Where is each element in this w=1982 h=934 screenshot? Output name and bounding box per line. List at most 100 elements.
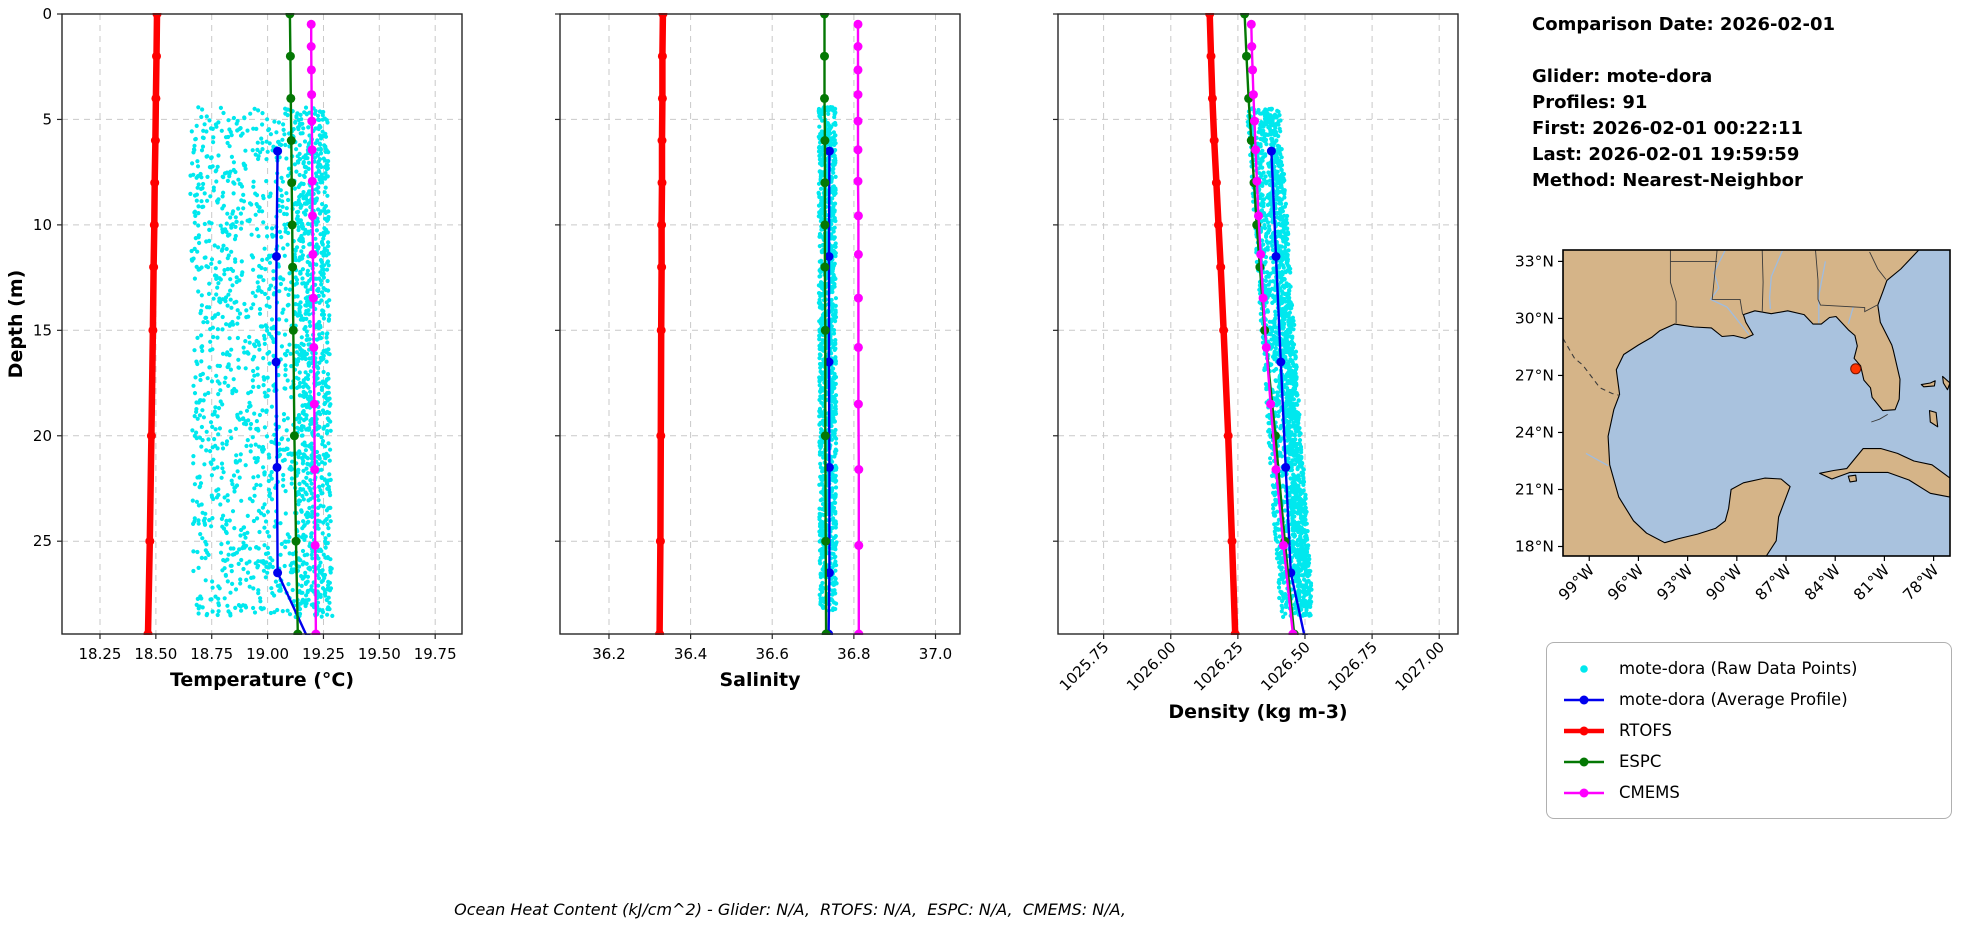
y-tick-label: 25 xyxy=(33,532,52,550)
map-svg: 99°W 96°W 93°W 90°W 87°W 84°W 81°W 78°W 18°N 21°N… xyxy=(1515,249,1951,604)
temperature-profile-chart: 18.25 18.50 18.75 19.00 19.25 19.50 19.75 0 5 10 1… xyxy=(4,5,476,750)
state-border-line xyxy=(1761,250,1764,313)
land-polygon xyxy=(1819,448,1950,498)
land-polygon xyxy=(1563,250,1920,556)
map-x-tick-label: 90°W xyxy=(1703,561,1746,604)
x-tick-label: 1026.50 xyxy=(1257,638,1314,695)
density-profile-svg: 1025.75 1026.00 1026.25 1026.50 1026.75 1027.… xyxy=(1053,13,1459,723)
legend-marker-cmems-icon xyxy=(1564,788,1604,797)
plot-area xyxy=(1205,13,1314,635)
legend-label: mote-dora (Raw Data Points) xyxy=(1619,659,1858,678)
river-line xyxy=(1818,261,1827,324)
map-y-tick-label: 21°N xyxy=(1515,480,1554,498)
map-y-tick-label: 30°N xyxy=(1515,309,1554,327)
map-y-tick-label: 27°N xyxy=(1515,366,1554,384)
legend-item-average-profile: mote-dora (Average Profile) xyxy=(1561,684,1937,715)
glider-location-marker xyxy=(1850,363,1862,375)
y-tick-label: 0 xyxy=(42,5,52,23)
legend-marker-rtofs-icon xyxy=(1564,726,1604,735)
map-x-tick-label: 96°W xyxy=(1604,561,1647,604)
first-profile-text: First: 2026-02-01 00:22:11 xyxy=(1532,118,1804,139)
x-tick-label: 1025.75 xyxy=(1056,638,1113,695)
glider-name-text: Glider: mote-dora xyxy=(1532,66,1713,87)
land-polygon xyxy=(1920,380,1936,388)
x-tick-label: 36.2 xyxy=(592,645,625,663)
y-tick-label: 15 xyxy=(33,321,52,339)
y-tick-label: 20 xyxy=(33,427,52,445)
axes: 18.25 18.50 18.75 19.00 19.25 19.50 19.75 0 5 10 1… xyxy=(5,5,463,691)
legend-item-espc: ESPC xyxy=(1561,746,1937,777)
state-border-line xyxy=(1711,250,1744,315)
gridlines xyxy=(62,13,462,634)
map-x-tick-label: 93°W xyxy=(1653,561,1696,604)
land-polygon xyxy=(1928,410,1939,428)
state-border-line xyxy=(1669,250,1677,324)
legend-item-rtofs: RTOFS xyxy=(1561,715,1937,746)
salinity-profile-chart: 36.2 36.4 36.6 36.8 37.0 Salinity xyxy=(538,5,974,750)
x-tick-label: 36.8 xyxy=(837,645,870,663)
salinity-profile-svg: 36.2 36.4 36.6 36.8 37.0 Salinity xyxy=(555,13,961,691)
mote-dora-average-profile-line xyxy=(1270,151,1306,635)
x-tick-label: 1027.00 xyxy=(1391,638,1448,695)
x-tick-label: 19.25 xyxy=(302,645,345,663)
map-x-tick-label: 84°W xyxy=(1801,561,1844,604)
legend-marker-average-profile-icon xyxy=(1564,695,1604,704)
x-tick-label: 19.75 xyxy=(414,645,457,663)
x-tick-label: 1026.75 xyxy=(1324,638,1381,695)
map-y-tick-label: 33°N xyxy=(1515,252,1554,270)
legend-item-cmems: CMEMS xyxy=(1561,777,1937,808)
mote-dora-average-profile-line xyxy=(274,151,308,635)
country-border-line xyxy=(1563,338,1620,396)
x-tick-label: 37.0 xyxy=(919,645,952,663)
x-tick-label: 19.50 xyxy=(358,645,401,663)
river-line xyxy=(1709,250,1750,336)
map-y-tick-label: 18°N xyxy=(1515,537,1554,555)
river-line xyxy=(1768,250,1784,309)
raw-data-scatter xyxy=(188,105,335,620)
x-tick-label: 18.50 xyxy=(134,645,177,663)
plot-area xyxy=(143,13,335,635)
map-x-tick-label: 99°W xyxy=(1555,561,1598,604)
legend: mote-dora (Raw Data Points) mote-dora (A… xyxy=(1546,642,1952,819)
y-axis-label: Depth (m) xyxy=(5,270,27,379)
x-tick-label: 1026.00 xyxy=(1123,638,1180,695)
map-plot-area xyxy=(1563,250,1950,556)
plot-area xyxy=(655,13,864,635)
comparison-date-text: Comparison Date: 2026-02-01 xyxy=(1532,14,1836,35)
y-tick-label: 5 xyxy=(42,110,52,128)
land-polygon xyxy=(1847,474,1858,483)
map-x-tick-label: 87°W xyxy=(1752,561,1795,604)
x-tick-label: 18.75 xyxy=(190,645,233,663)
state-border-line xyxy=(1815,250,1878,313)
x-tick-label: 36.6 xyxy=(756,645,789,663)
x-tick-label: 19.00 xyxy=(246,645,289,663)
legend-label: RTOFS xyxy=(1619,721,1673,740)
state-border-line xyxy=(1869,251,1887,280)
density-profile-chart: 1025.75 1026.00 1026.25 1026.50 1026.75 1027.… xyxy=(1036,5,1472,750)
gulf-of-mexico-map: 99°W 96°W 93°W 90°W 87°W 84°W 81°W 78°W 18°N 21°N… xyxy=(1499,242,1962,656)
gridlines xyxy=(1058,13,1458,634)
profiles-count-text: Profiles: 91 xyxy=(1532,92,1648,113)
temperature-profile-svg: 18.25 18.50 18.75 19.00 19.25 19.50 19.75 0 5 10 1… xyxy=(5,5,463,691)
map-y-tick-label: 24°N xyxy=(1515,423,1554,441)
x-tick-label: 36.4 xyxy=(674,645,707,663)
legend-label: mote-dora (Average Profile) xyxy=(1619,690,1848,709)
legend-marker-espc-icon xyxy=(1564,757,1604,766)
river-line xyxy=(1847,306,1854,325)
y-tick-label: 10 xyxy=(33,216,52,234)
mote-dora-average-profile-line xyxy=(827,151,831,635)
map-x-tick-label: 78°W xyxy=(1899,561,1942,604)
x-axis-label: Density (kg m-3) xyxy=(1168,701,1347,723)
legend-item-raw-points: mote-dora (Raw Data Points) xyxy=(1561,653,1937,684)
state-border-line xyxy=(1871,414,1888,423)
river-line xyxy=(1585,452,1609,467)
legend-marker-raw-points-icon xyxy=(1580,664,1588,673)
legend-label: ESPC xyxy=(1619,752,1662,771)
x-axis-label: Salinity xyxy=(719,669,801,691)
x-tick-label: 1026.25 xyxy=(1190,638,1247,695)
ocean-heat-content-note: Ocean Heat Content (kJ/cm^2) - Glider: N… xyxy=(454,900,1126,919)
info-spacer xyxy=(1532,38,1835,64)
map-x-tick-label: 81°W xyxy=(1850,561,1893,604)
land-polygon xyxy=(1942,375,1950,391)
